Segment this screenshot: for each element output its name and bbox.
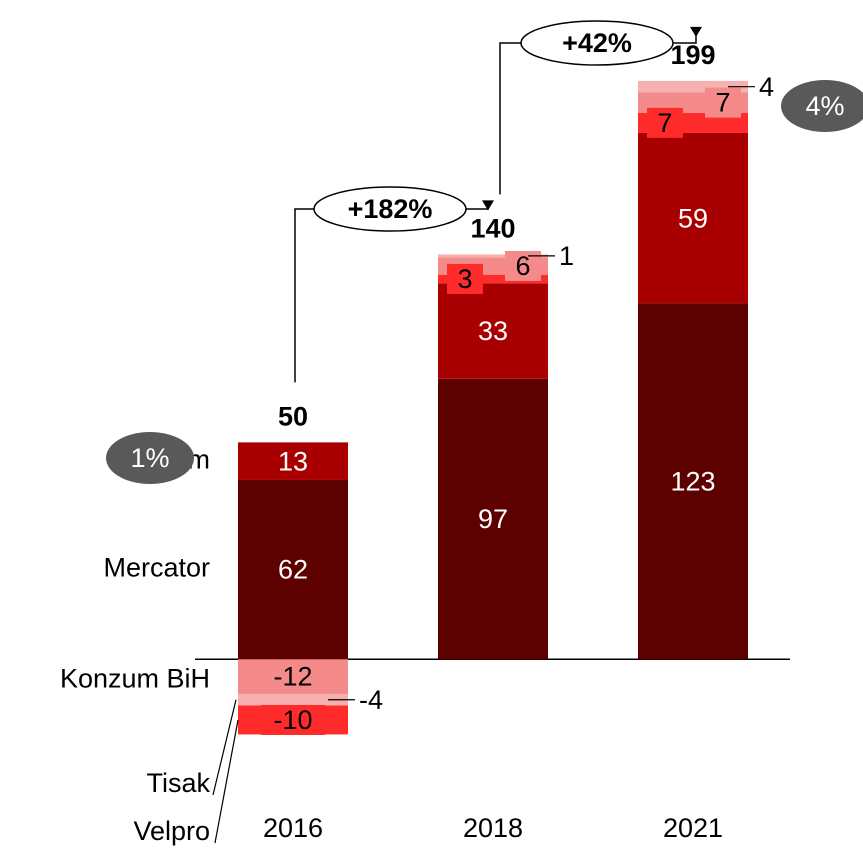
total-label: 50 [278,402,308,432]
value-label: 62 [278,555,308,585]
bar-segment [638,132,748,304]
series-label: Tisak [146,768,210,798]
value-label: 59 [678,203,708,233]
growth-label: +42% [562,28,632,58]
arrow-head [482,200,494,211]
leader-line [212,699,237,796]
share-bubble [781,80,863,132]
bar-segment [638,303,748,660]
x-tick-label: 2016 [263,813,323,843]
value-label: -12 [273,662,312,692]
x-tick-label: 2018 [463,813,523,843]
label-box [261,704,325,735]
series-label: Velpro [133,816,210,846]
leader-line [214,719,239,844]
value-label: 13 [278,446,308,476]
share-label: 1% [130,443,169,473]
growth-bubble [520,20,674,66]
bar-segment [638,80,748,93]
series-label: Konzum BiH [60,664,210,694]
bar-segment [438,274,548,284]
value-label: 6 [515,251,530,281]
label-box [447,263,483,294]
x-tick-label: 2021 [663,813,723,843]
label-box [647,107,683,138]
value-label: 3 [457,264,472,294]
growth-label: +182% [348,194,433,224]
share-bubble [106,432,194,484]
series-label: Mercator [103,553,210,583]
share-label: 4% [805,91,844,121]
bar-segment [238,659,348,694]
bar-segment [238,442,348,480]
total-label: 140 [470,214,515,244]
total-label: 199 [670,40,715,70]
value-label: -4 [359,685,383,715]
value-label: 1 [559,241,574,271]
value-label: 7 [657,108,672,138]
bar-segment [238,693,348,706]
growth-bubble [313,186,467,232]
bar-segment [438,254,548,258]
value-label: 4 [759,72,774,102]
value-label: 123 [670,467,715,497]
value-label: 7 [715,88,730,118]
value-label: -10 [273,705,312,735]
bar-segment [438,283,548,379]
value-label: 97 [478,504,508,534]
bar-segment [438,378,548,660]
bar-segment [238,479,348,660]
label-box [705,87,741,118]
value-label: 33 [478,316,508,346]
arrow-head [690,26,702,37]
